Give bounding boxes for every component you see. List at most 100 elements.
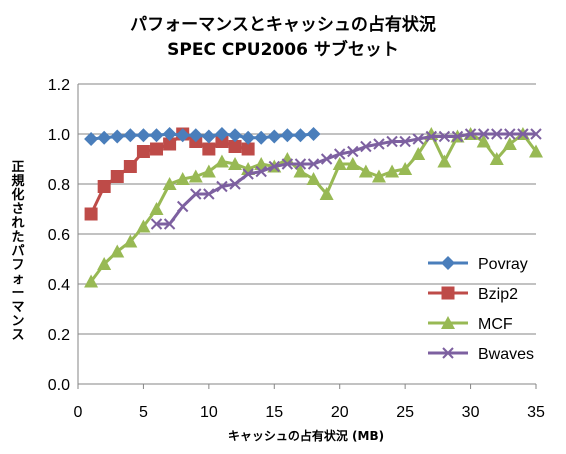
data-point: [441, 316, 455, 329]
data-point: [254, 130, 269, 145]
data-point: [203, 188, 215, 200]
data-point: [214, 127, 229, 141]
data-point: [293, 128, 308, 143]
x-tick-label: 35: [527, 404, 545, 421]
plot-area: [84, 127, 543, 288]
legend-label: Povray: [478, 256, 528, 273]
data-point: [228, 128, 243, 143]
data-point: [425, 130, 438, 143]
data-point: [188, 169, 203, 183]
data-point: [136, 145, 150, 158]
data-point: [123, 234, 138, 248]
data-point: [345, 157, 360, 170]
y-tick-label: 0.6: [48, 227, 70, 244]
data-point: [491, 128, 503, 140]
data-point: [320, 153, 333, 165]
data-point: [190, 188, 202, 200]
y-axis-label-char: ス: [11, 328, 24, 343]
y-axis-label-char: さ: [11, 202, 24, 217]
data-point: [267, 129, 282, 144]
data-point: [319, 187, 334, 200]
data-point: [476, 134, 491, 148]
data-point: [347, 145, 359, 158]
data-point: [360, 140, 372, 153]
data-point: [110, 170, 124, 183]
data-point: [438, 130, 451, 143]
data-point: [371, 169, 386, 183]
legend-item-mcf: MCF: [428, 316, 513, 333]
y-tick-label: 0.8: [48, 177, 70, 194]
data-point: [386, 135, 398, 148]
data-point: [97, 180, 111, 193]
data-point: [201, 164, 216, 178]
axes: [77, 84, 537, 389]
legend-item-bwaves: Bwaves: [428, 346, 534, 363]
x-axis-label: キャッシュの占有状況 (MB): [228, 428, 384, 443]
y-axis-label-char: パ: [11, 244, 24, 259]
data-point: [294, 158, 307, 170]
data-point: [215, 135, 229, 148]
x-tick-label: 25: [396, 404, 414, 421]
chart-title: パフォーマンスとキャッシュの占有状況: [130, 14, 436, 35]
data-point: [464, 128, 477, 140]
data-point: [255, 165, 267, 178]
y-axis-label-char: ォ: [11, 272, 24, 287]
data-point: [201, 129, 216, 144]
data-point: [188, 128, 203, 143]
y-tick-labels: 0.0 0.2 0.4 0.6 0.8 1.0 1.2: [48, 77, 70, 394]
y-axis-label-char: れ: [11, 216, 24, 231]
data-point: [385, 164, 400, 178]
data-point: [84, 274, 99, 288]
data-point: [149, 128, 164, 143]
data-point: [149, 202, 164, 215]
data-point: [332, 157, 347, 170]
data-point: [241, 142, 255, 156]
data-point: [334, 148, 346, 160]
series-bzip2: [84, 127, 255, 221]
data-point: [163, 137, 177, 151]
data-point: [517, 128, 529, 140]
y-axis-label-char: た: [11, 230, 24, 245]
legend: Povray Bzip2 MCF Bwaves: [428, 256, 534, 363]
data-point: [216, 180, 228, 193]
data-point: [150, 142, 164, 156]
data-point: [529, 144, 543, 158]
data-point: [399, 135, 411, 148]
y-tick-label: 0.2: [48, 327, 70, 344]
data-point: [229, 178, 241, 190]
data-point: [437, 154, 452, 168]
data-point: [123, 160, 137, 173]
data-point: [110, 129, 125, 144]
y-axis-label-char: 規: [11, 174, 24, 189]
data-point: [162, 127, 177, 141]
x-tick-label: 30: [462, 404, 480, 421]
data-point: [163, 218, 176, 230]
data-point: [373, 138, 385, 150]
x-tick-labels: 0 5 10 15 20 25 30 35: [74, 404, 545, 421]
data-point: [293, 164, 308, 178]
data-point: [306, 172, 321, 185]
data-point: [281, 158, 294, 170]
x-tick-label: 0: [74, 404, 83, 421]
y-axis-label-char: ー: [11, 286, 24, 301]
y-axis-label-char: ン: [11, 314, 24, 329]
legend-item-bzip2: Bzip2: [428, 286, 518, 303]
data-point: [150, 218, 163, 230]
data-point: [477, 128, 490, 140]
legend-label: MCF: [478, 316, 513, 333]
y-axis-label-char: マ: [11, 300, 24, 315]
data-point: [97, 130, 112, 145]
chart-subtitle: SPEC CPU2006 サブセット: [167, 39, 399, 60]
data-point: [123, 128, 138, 143]
data-point: [489, 152, 504, 165]
x-tick-label: 20: [331, 404, 349, 421]
legend-item-povray: Povray: [428, 256, 528, 273]
legend-label: Bzip2: [478, 286, 518, 303]
grid-lines: [78, 83, 536, 335]
data-point: [268, 160, 280, 173]
data-point: [307, 158, 320, 170]
data-point: [242, 168, 254, 180]
data-point: [358, 164, 373, 178]
data-point: [441, 286, 455, 300]
